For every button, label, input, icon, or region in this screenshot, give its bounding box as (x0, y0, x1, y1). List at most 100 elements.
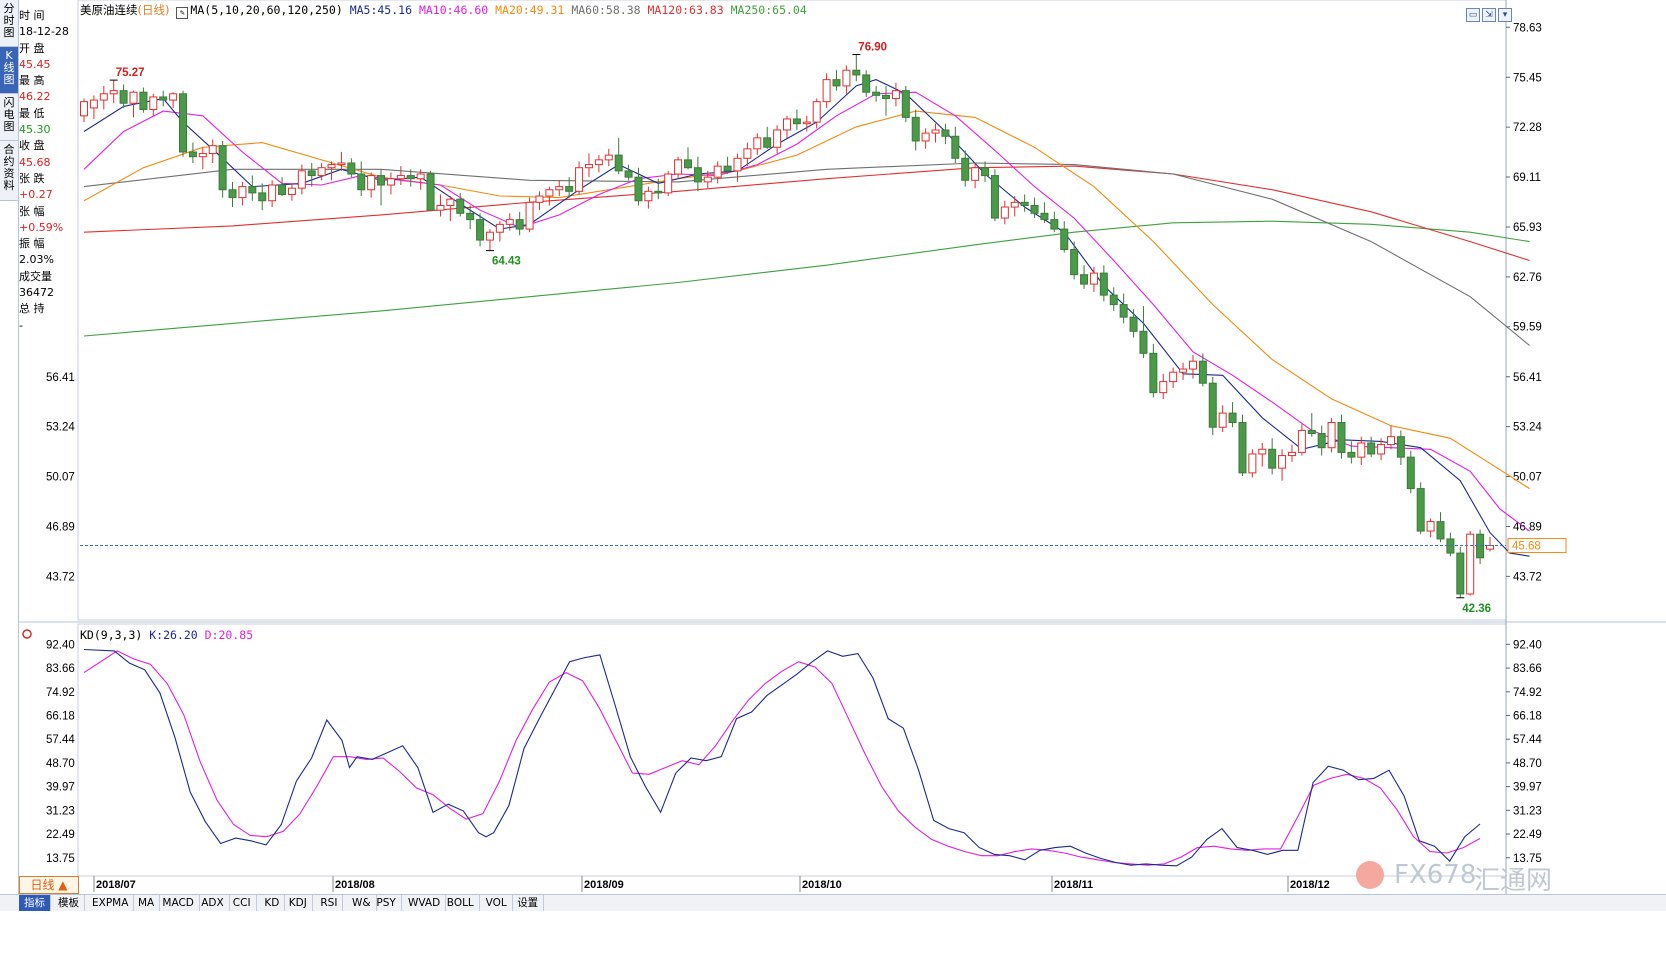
indicator-tab-cci[interactable]: CCI (228, 895, 257, 911)
tab-kline[interactable]: K线图 (0, 47, 18, 94)
candle-body (188, 151, 197, 158)
candle-body (911, 116, 920, 142)
candle-body (1030, 204, 1039, 214)
candle-body (1149, 352, 1158, 394)
date-label: 2018/09 (584, 879, 624, 891)
candle-body (198, 153, 207, 158)
kd-axis-label-left: 83.66 (46, 663, 75, 675)
indicator-tab-kdj[interactable]: KDJ (284, 895, 313, 911)
candle-body (832, 79, 841, 87)
ma-line-ma250 (83, 220, 1530, 337)
ma5-value: MA5:45.16 (349, 3, 412, 17)
candle-body (921, 132, 930, 142)
tab-kline-label: K线图 (3, 49, 15, 86)
indicator-tab-vol[interactable]: VOL (481, 895, 513, 911)
candle-body (674, 159, 683, 175)
kd-d-line (83, 650, 1481, 866)
info-value-change: +0.27 (19, 188, 53, 202)
candle-body (1080, 274, 1089, 285)
tab-flash-label: 闪电图 (3, 96, 15, 133)
price-axis-label-left: 43.72 (46, 571, 75, 583)
candle-body (129, 91, 138, 104)
indicator-tab-设置[interactable]: 设置 (512, 895, 545, 911)
main-chart-title: 美原油连续(日线) ✎ MA(5,10,20,60,120,250) MA5:45… (80, 2, 807, 19)
price-axis-label: 65.93 (1513, 222, 1542, 234)
ma120-value: MA120:63.83 (647, 3, 724, 17)
info-value-change-pct: +0.59% (19, 220, 64, 234)
quote-info-panel: 时 间 18-12-28 开 盘 45.45 最 高 46.22 最 低 45.… (19, 8, 69, 334)
tab-flash[interactable]: 闪电图 (0, 94, 18, 141)
price-axis-label: 78.63 (1513, 22, 1542, 34)
candle-body (1287, 451, 1296, 457)
candle-body (931, 129, 940, 134)
window-icon[interactable]: ▭ (1466, 8, 1480, 22)
candle-body (515, 219, 524, 230)
candle-body (1198, 360, 1207, 384)
price-axis-label: 75.45 (1513, 72, 1542, 84)
price-axis-label: 53.24 (1513, 422, 1542, 434)
indicator-tab-macd[interactable]: MACD (157, 895, 200, 911)
indicator-tab-ww[interactable]: W& (347, 895, 377, 911)
candle-body (555, 186, 564, 191)
period-selector[interactable]: 日线 ▲ (19, 876, 79, 894)
candle-body (693, 167, 702, 183)
candle-body (822, 79, 831, 103)
indicator-tab-boll[interactable]: BOLL (442, 895, 480, 911)
indicator-tab-kd[interactable]: KD (259, 895, 286, 911)
current-price-label: 45.68 (1512, 541, 1541, 553)
indicator-tab-ma[interactable]: MA (133, 895, 161, 911)
chevron-down-icon[interactable]: ▾ (1498, 8, 1512, 22)
candle-body (792, 118, 801, 125)
ma-label[interactable]: MA(5,10,20,60,120,250) (190, 3, 343, 17)
info-value-open: 45.45 (19, 57, 51, 71)
candle-body (238, 186, 247, 199)
candle-body (1307, 429, 1316, 435)
candle-body (347, 162, 356, 175)
candle-body (1179, 368, 1188, 373)
indicator-tab-indicators[interactable]: 指标 (19, 895, 51, 911)
indicator-tab-template[interactable]: 模板 (53, 895, 85, 911)
indicator-tab-rsi[interactable]: RSI (315, 895, 344, 911)
indicator-tab-wvad[interactable]: WVAD (403, 895, 447, 911)
candle-body (1139, 330, 1148, 354)
indicator-tab-psy[interactable]: PSY (371, 895, 402, 911)
candle-body (802, 121, 811, 125)
info-label-amplitude: 振 幅 (19, 237, 45, 251)
candle-body (396, 175, 405, 180)
candle-body (624, 170, 633, 178)
candle-body (664, 173, 673, 194)
indicator-settings-icon[interactable]: ✎ (176, 7, 189, 19)
date-label: 2018/11 (1054, 879, 1093, 891)
candle-body (1050, 219, 1059, 230)
ma250-value: MA250:65.04 (730, 3, 807, 17)
indicator-tab-expma[interactable]: EXPMA (87, 895, 135, 911)
kd-axis-label-left: 92.40 (46, 639, 75, 651)
kd-k-line (83, 648, 1481, 867)
info-label-change-pct: 张 幅 (19, 204, 45, 218)
candle-body (307, 170, 316, 177)
candle-body (1060, 228, 1069, 251)
tab-contract-info[interactable]: 合约资料 (0, 141, 18, 201)
tab-timeshare-label: 分时图 (3, 2, 15, 39)
candle-body (644, 190, 653, 202)
candle-body (1377, 444, 1386, 455)
candle-body (961, 157, 970, 181)
kd-axis-label-left: 48.70 (46, 758, 75, 770)
candle-body (1268, 448, 1277, 469)
kd-label[interactable]: KD(9,3,3) (80, 628, 143, 642)
tab-timeshare[interactable]: 分时图 (0, 0, 18, 47)
candle-body (723, 165, 732, 172)
candle-body (248, 186, 257, 194)
candle-body (258, 192, 267, 202)
candle-body (1099, 272, 1108, 296)
candle-body (1119, 304, 1128, 318)
candle-body (406, 175, 415, 180)
indicator-tab-adx[interactable]: ADX (196, 895, 230, 911)
info-label-low: 最 低 (19, 106, 45, 120)
candle-body (228, 189, 237, 199)
candle-body (703, 176, 712, 183)
candle-body (584, 164, 593, 169)
restore-icon[interactable]: ⇲ (1482, 8, 1496, 22)
candle-body (1070, 249, 1079, 276)
